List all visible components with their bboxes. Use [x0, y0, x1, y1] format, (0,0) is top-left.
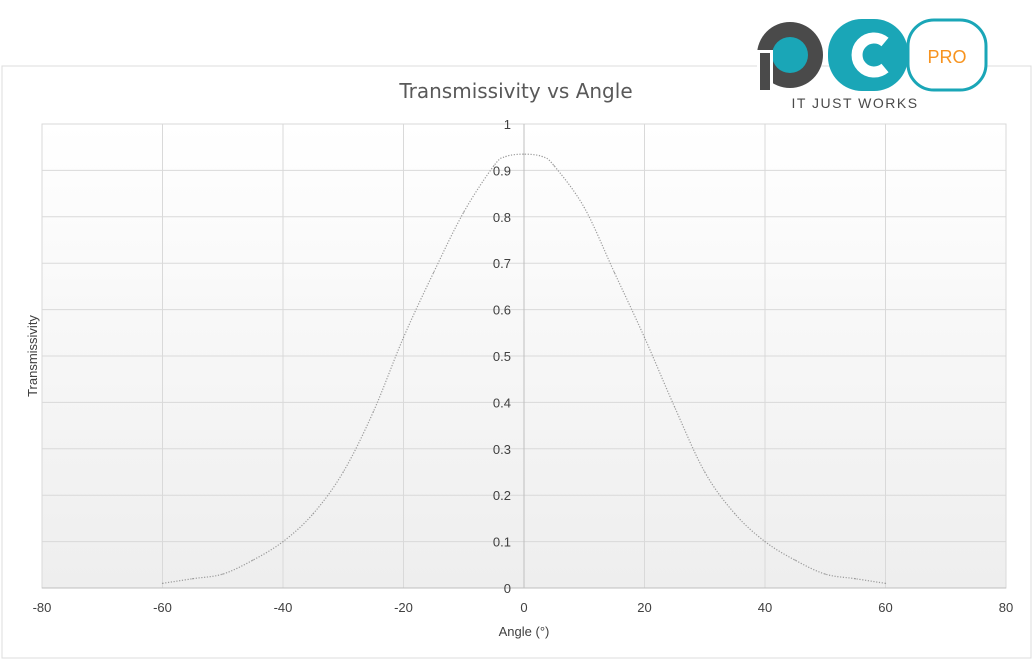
data-point — [222, 573, 224, 575]
y-tick-label: 0.6 — [493, 303, 511, 318]
data-point — [734, 513, 736, 515]
data-point — [674, 406, 676, 408]
data-point — [402, 336, 405, 339]
x-tick-label: 80 — [999, 600, 1013, 615]
x-tick-label: 60 — [878, 600, 892, 615]
logo-p-stem-inner — [760, 53, 770, 90]
data-point — [553, 165, 555, 167]
data-point — [312, 513, 314, 515]
axes — [42, 124, 1006, 589]
data-point — [282, 541, 284, 543]
data-point — [643, 336, 646, 339]
data-point — [794, 559, 796, 561]
data-point — [463, 211, 465, 213]
logo-tagline: IT JUST WORKS — [791, 95, 918, 111]
x-tick-label: -60 — [153, 600, 172, 615]
data-point — [764, 541, 766, 543]
data-point — [824, 573, 826, 575]
y-tick-label: 0 — [504, 581, 511, 596]
x-tick-label: -80 — [33, 600, 52, 615]
data-point — [613, 271, 615, 274]
x-tick-label: -20 — [394, 600, 413, 615]
y-tick-label: 0.2 — [493, 488, 511, 503]
y-axis-label: Transmissivity — [25, 315, 40, 397]
x-axis-label: Angle (°) — [499, 624, 550, 639]
y-tick-label: 0.4 — [493, 395, 511, 410]
y-tick-label: 0.5 — [493, 349, 511, 364]
logo-p-hole — [772, 37, 808, 73]
x-tick-label: 20 — [637, 600, 651, 615]
logo-c-letter — [851, 32, 889, 78]
chart-title: Transmissivity vs Angle — [398, 79, 632, 103]
data-point — [161, 582, 164, 584]
data-point — [884, 582, 887, 584]
x-tick-labels: -80 -60 -40 -20 0 20 40 60 80 — [33, 600, 1014, 615]
data-point — [541, 155, 543, 158]
y-tick-label: 0.3 — [493, 442, 511, 457]
series-group — [161, 153, 887, 584]
y-tick-label: 0.1 — [493, 535, 511, 550]
data-point — [583, 206, 585, 209]
y-tick-labels: 0 0.1 0.2 0.3 0.4 0.5 0.6 0.7 0.8 0.9 1 — [493, 117, 511, 596]
data-point — [493, 165, 495, 167]
x-tick-label: 40 — [758, 600, 772, 615]
x-tick-label: -40 — [274, 600, 293, 615]
logo-pro-badge — [906, 18, 988, 92]
y-tick-label: 0.9 — [493, 163, 511, 178]
y-tick-label: 0.7 — [493, 256, 511, 271]
y-tick-label: 1 — [504, 117, 511, 132]
data-point — [252, 559, 254, 561]
data-point — [342, 471, 344, 473]
data-point — [854, 578, 856, 580]
data-point — [372, 411, 374, 413]
data-point — [704, 471, 706, 473]
data-point — [433, 271, 435, 274]
data-point — [523, 153, 525, 155]
data-point — [192, 578, 194, 580]
logo-pro-text: PRO — [927, 47, 966, 67]
y-tick-label: 0.8 — [493, 210, 511, 225]
logo-c-block — [828, 19, 908, 91]
x-tick-label: 0 — [520, 600, 527, 615]
pcpro-logo: PRO IT JUST WORKS — [757, 18, 988, 111]
data-point — [505, 155, 507, 158]
